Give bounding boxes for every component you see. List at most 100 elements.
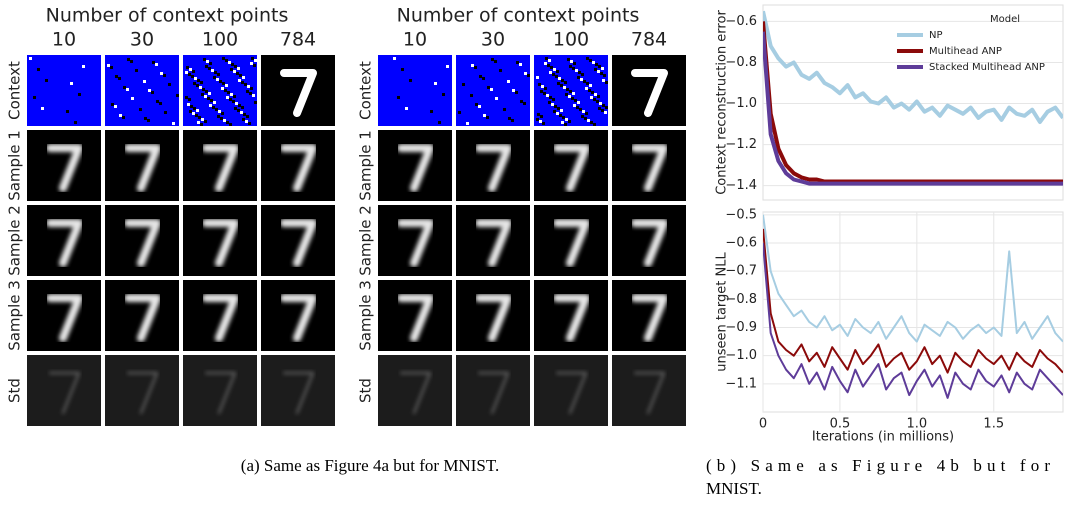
context-pixel — [592, 61, 595, 64]
context-pixel — [195, 114, 198, 117]
context-pixel — [587, 119, 590, 122]
context-pixel — [430, 110, 433, 113]
context-pixel — [248, 122, 251, 125]
row-label: Context — [6, 61, 24, 120]
context-pixel — [553, 68, 556, 71]
row-label: Sample 3 — [357, 280, 375, 351]
context-pixel — [499, 69, 502, 72]
context-pixel — [209, 62, 212, 65]
context-pixel — [222, 82, 225, 85]
context-pixel — [564, 123, 567, 126]
context-pixel — [594, 93, 597, 96]
context-pixel — [176, 94, 179, 97]
context-pixel — [243, 113, 246, 116]
context-pixel — [568, 120, 571, 123]
y-axis-label: Context reconstruction error — [715, 10, 730, 195]
context-pixel — [572, 67, 575, 70]
context-pixel — [147, 119, 150, 122]
row-label: Sample 1 — [6, 130, 24, 201]
context-pixel — [193, 107, 196, 110]
context-pixel — [188, 98, 191, 101]
context-pixel — [466, 122, 469, 125]
plot-area — [762, 4, 1064, 201]
context-pixel — [192, 112, 195, 115]
context-pixel — [590, 121, 593, 124]
x-tick-label: 1.0 — [907, 417, 928, 432]
context-pixel — [151, 91, 154, 94]
context-pixel — [547, 64, 550, 67]
context-pixel — [192, 70, 195, 73]
context-pixel — [577, 101, 580, 104]
context-pixel — [583, 80, 586, 83]
context-pixel — [206, 60, 209, 63]
context-pixel — [549, 96, 552, 99]
caption-b-wrap: MNIST. — [706, 479, 762, 498]
context-pixel — [588, 89, 591, 92]
context-pixel — [196, 84, 199, 87]
context-pixel — [218, 110, 221, 113]
y-tick-label: −1.0 — [725, 96, 757, 111]
context-pixel — [491, 58, 494, 61]
row-label: Sample 2 — [6, 205, 24, 276]
context-pixel — [239, 74, 242, 77]
context-pixel — [565, 118, 568, 121]
context-pixel — [536, 76, 539, 79]
context-pixel — [33, 96, 36, 99]
context-pixel — [565, 93, 568, 96]
context-pixel — [234, 107, 237, 110]
image-cell — [27, 55, 101, 126]
context-pixel — [135, 69, 138, 72]
x-tick-label: 0 — [759, 417, 767, 432]
context-pixel — [222, 57, 225, 60]
context-pixel — [482, 77, 485, 80]
row-label: Sample 1 — [357, 130, 375, 201]
image-cell — [612, 355, 686, 426]
context-pixel — [516, 61, 519, 64]
context-pixel — [191, 75, 194, 78]
legend-label: NP — [929, 30, 943, 41]
context-pixel — [598, 107, 601, 110]
context-pixel — [160, 72, 163, 75]
digit — [553, 294, 590, 342]
context-pixel — [585, 112, 588, 115]
context-pixel — [577, 76, 580, 79]
context-pixel — [544, 62, 547, 65]
context-pixel — [242, 76, 245, 79]
row-label: Sample 2 — [357, 205, 375, 276]
context-pixel — [554, 105, 557, 108]
context-pixel — [254, 101, 257, 104]
legend-label: Multihead ANP — [929, 46, 1002, 57]
y-tick-label: −1.1 — [725, 376, 757, 391]
context-pixel — [186, 66, 189, 69]
context-pixel — [110, 66, 113, 69]
context-pixel — [204, 120, 207, 123]
column-label: 784 — [631, 29, 667, 51]
context-pixel — [241, 106, 244, 109]
context-pixel — [458, 111, 461, 114]
context-pixel — [584, 117, 587, 120]
context-pixel — [393, 57, 396, 60]
context-pixel — [159, 102, 162, 105]
image-cell — [378, 355, 452, 426]
context-pixel — [194, 77, 197, 80]
series-line — [763, 242, 1063, 399]
context-pixel — [572, 92, 575, 95]
context-pixel — [205, 90, 208, 93]
context-pixel — [515, 91, 518, 94]
context-pixel — [591, 91, 594, 94]
context-pixel — [581, 73, 584, 76]
context-pixel — [569, 90, 572, 93]
context-pixel — [563, 86, 566, 89]
context-pixel — [599, 102, 602, 105]
context-pixel — [579, 108, 582, 111]
context-pixel — [163, 74, 166, 77]
context-pixel — [560, 109, 563, 112]
context-pixel — [237, 109, 240, 112]
context-pixel — [474, 66, 477, 69]
context-pixel — [596, 100, 599, 103]
context-pixel — [590, 96, 593, 99]
digit — [202, 219, 239, 267]
context-pixel — [127, 58, 130, 61]
context-pixel — [143, 80, 146, 83]
